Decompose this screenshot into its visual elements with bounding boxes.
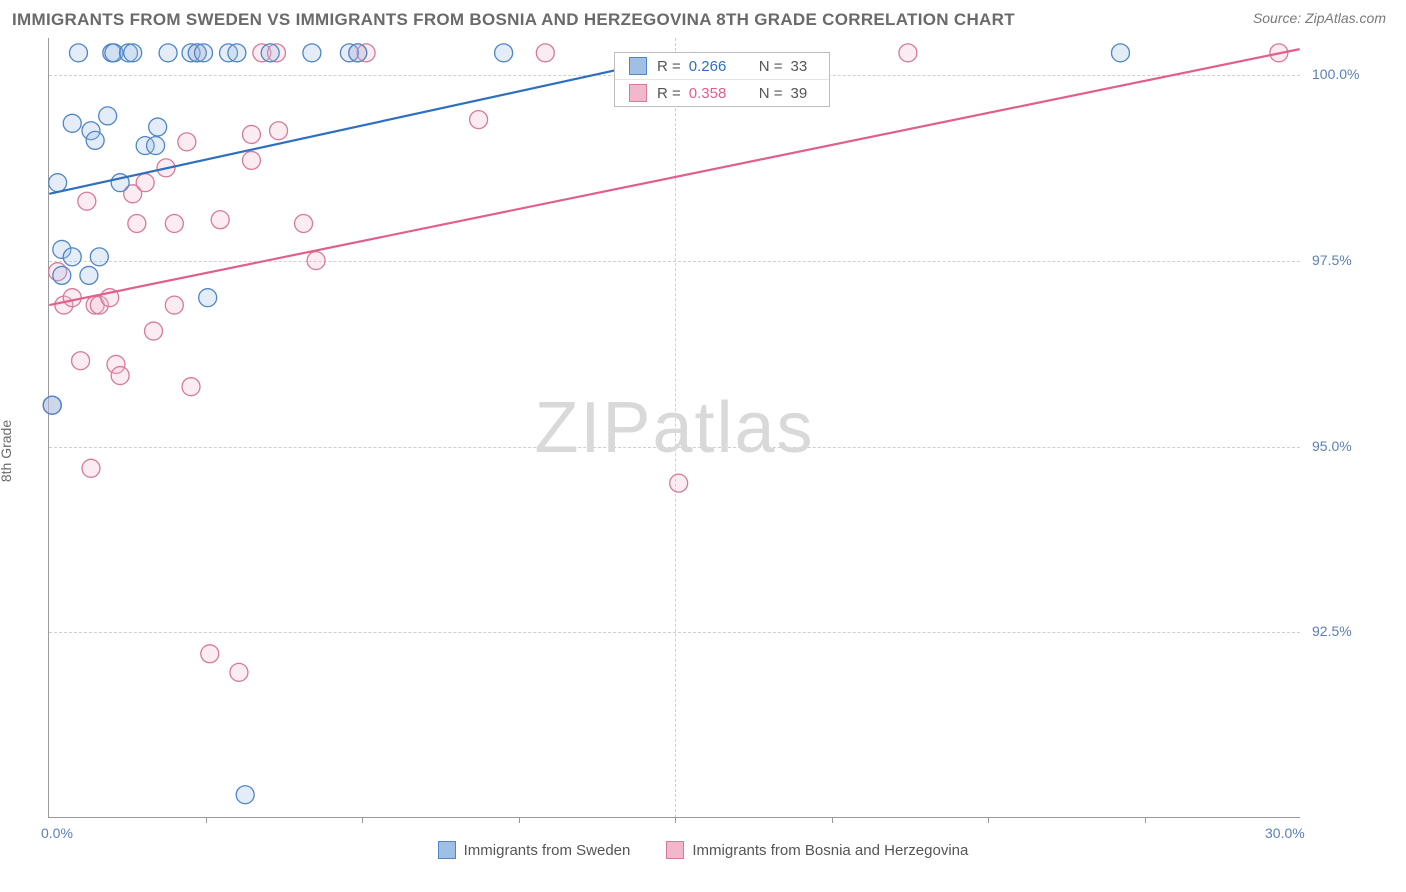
x-tick-mark (675, 817, 676, 823)
point-sweden (195, 44, 213, 62)
swatch-bosnia (629, 84, 647, 102)
y-tick-label: 95.0% (1312, 438, 1352, 454)
n-value-sweden: 33 (791, 58, 815, 75)
point-bosnia (211, 211, 229, 229)
point-bosnia (165, 296, 183, 314)
x-tick-mark (362, 817, 363, 823)
point-bosnia (230, 663, 248, 681)
series-legend: Immigrants from Sweden Immigrants from B… (0, 841, 1406, 859)
point-bosnia (182, 378, 200, 396)
point-bosnia (295, 214, 313, 232)
point-sweden (159, 44, 177, 62)
point-sweden (63, 248, 81, 266)
point-bosnia (470, 111, 488, 129)
point-bosnia (63, 289, 81, 307)
swatch-sweden (438, 841, 456, 859)
point-sweden (90, 248, 108, 266)
legend-row-bosnia: R = 0.358 N = 39 (615, 79, 829, 106)
point-sweden (99, 107, 117, 125)
point-bosnia (270, 122, 288, 140)
plot: ZIPatlas R = 0.266 N = 33 R = 0.358 N = … (48, 38, 1300, 818)
y-tick-label: 92.5% (1312, 623, 1352, 639)
point-bosnia (145, 322, 163, 340)
point-sweden (86, 131, 104, 149)
point-sweden (228, 44, 246, 62)
point-bosnia (78, 192, 96, 210)
legend-item-bosnia: Immigrants from Bosnia and Herzegovina (666, 841, 968, 859)
n-value-bosnia: 39 (791, 85, 815, 102)
point-sweden (147, 137, 165, 155)
point-sweden (53, 266, 71, 284)
point-sweden (199, 289, 217, 307)
point-bosnia (242, 125, 260, 143)
point-bosnia (165, 214, 183, 232)
point-sweden (69, 44, 87, 62)
point-sweden (303, 44, 321, 62)
point-sweden (63, 114, 81, 132)
x-tick-label: 0.0% (41, 825, 73, 841)
swatch-sweden (629, 57, 647, 75)
r-value-bosnia: 0.358 (689, 85, 741, 102)
point-sweden (43, 396, 61, 414)
correlation-legend: R = 0.266 N = 33 R = 0.358 N = 39 (614, 52, 830, 107)
point-sweden (236, 786, 254, 804)
x-tick-mark (206, 817, 207, 823)
point-bosnia (128, 214, 146, 232)
point-bosnia (178, 133, 196, 151)
x-tick-mark (1145, 817, 1146, 823)
swatch-bosnia (666, 841, 684, 859)
point-sweden (1111, 44, 1129, 62)
point-bosnia (111, 367, 129, 385)
chart-title: IMMIGRANTS FROM SWEDEN VS IMMIGRANTS FRO… (12, 10, 1015, 30)
chart-area: 8th Grade ZIPatlas R = 0.266 N = 33 R = … (0, 38, 1406, 863)
y-tick-labels: 92.5% 95.0% 97.5% 100.0% (1302, 38, 1402, 818)
point-bosnia (242, 151, 260, 169)
legend-label-sweden: Immigrants from Sweden (464, 842, 631, 859)
point-bosnia (899, 44, 917, 62)
point-bosnia (307, 252, 325, 270)
x-tick-mark (832, 817, 833, 823)
x-tick-mark (988, 817, 989, 823)
n-label: N = (759, 85, 783, 102)
point-bosnia (72, 352, 90, 370)
legend-item-sweden: Immigrants from Sweden (438, 841, 631, 859)
legend-row-sweden: R = 0.266 N = 33 (615, 53, 829, 79)
point-sweden (261, 44, 279, 62)
point-bosnia (82, 459, 100, 477)
point-sweden (49, 174, 67, 192)
x-tick-mark (519, 817, 520, 823)
point-bosnia (536, 44, 554, 62)
legend-label-bosnia: Immigrants from Bosnia and Herzegovina (692, 842, 968, 859)
trendline-sweden (49, 53, 695, 194)
r-label: R = (657, 85, 681, 102)
point-sweden (80, 266, 98, 284)
n-label: N = (759, 58, 783, 75)
r-label: R = (657, 58, 681, 75)
y-tick-label: 97.5% (1312, 252, 1352, 268)
point-bosnia (670, 474, 688, 492)
plot-svg (49, 38, 1300, 817)
x-tick-label: 30.0% (1265, 825, 1305, 841)
point-bosnia (136, 174, 154, 192)
point-sweden (349, 44, 367, 62)
y-axis-label: 8th Grade (0, 419, 14, 481)
r-value-sweden: 0.266 (689, 58, 741, 75)
point-bosnia (201, 645, 219, 663)
point-sweden (124, 44, 142, 62)
point-sweden (495, 44, 513, 62)
point-sweden (149, 118, 167, 136)
y-tick-label: 100.0% (1312, 66, 1359, 82)
source-label: Source: ZipAtlas.com (1253, 10, 1386, 26)
